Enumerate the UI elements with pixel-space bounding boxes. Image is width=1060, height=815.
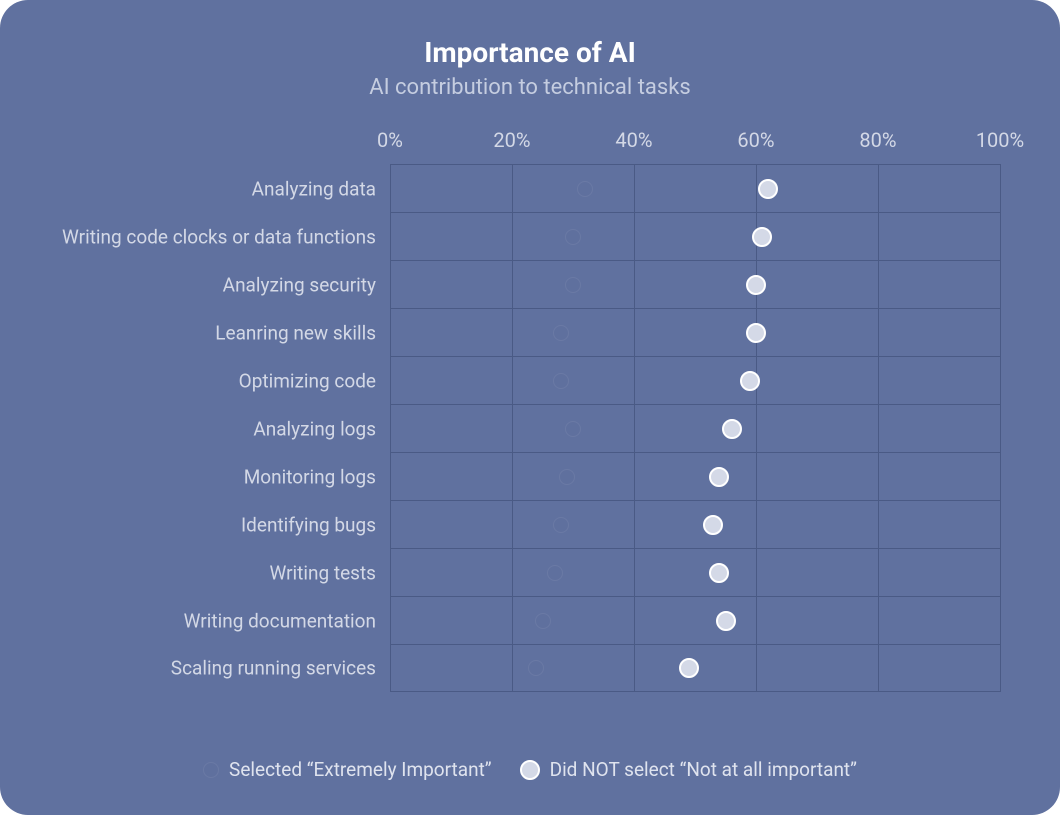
chart-row: Identifying bugs xyxy=(390,500,1000,548)
row-label: Monitoring logs xyxy=(40,465,376,488)
x-tick-label: 0% xyxy=(377,128,403,152)
legend-label: Did NOT select “Not at all important” xyxy=(550,758,857,781)
row-label: Identifying bugs xyxy=(40,513,376,536)
data-marker xyxy=(709,467,729,487)
data-marker xyxy=(709,563,729,583)
row-label: Writing documentation xyxy=(40,609,376,632)
legend-item: Selected “Extremely Important” xyxy=(203,758,492,781)
row-label: Leanring new skills xyxy=(40,321,376,344)
row-label: Optimizing code xyxy=(40,369,376,392)
x-tick-label: 60% xyxy=(737,128,774,152)
x-tick-label: 40% xyxy=(615,128,652,152)
x-axis-labels: 0%20%40%60%80%100% xyxy=(390,118,1000,164)
chart-row: Analyzing security xyxy=(390,260,1000,308)
data-marker xyxy=(565,229,581,245)
data-marker xyxy=(679,658,699,678)
data-marker xyxy=(547,565,563,581)
chart-title: Importance of AI xyxy=(40,36,1020,69)
chart-row: Analyzing data xyxy=(390,164,1000,212)
data-marker xyxy=(746,275,766,295)
row-label: Analyzing logs xyxy=(40,417,376,440)
legend-swatch xyxy=(520,760,540,780)
row-label: Scaling running services xyxy=(40,657,376,680)
chart-row: Writing code clocks or data functions xyxy=(390,212,1000,260)
chart-card: Importance of AI AI contribution to tech… xyxy=(0,0,1060,815)
data-marker xyxy=(740,371,760,391)
legend: Selected “Extremely Important” Did NOT se… xyxy=(0,758,1060,781)
plot-area: Analyzing dataWriting code clocks or dat… xyxy=(390,164,1000,692)
x-tick-label: 20% xyxy=(493,128,530,152)
chart-subtitle: AI contribution to technical tasks xyxy=(40,75,1020,100)
data-marker xyxy=(553,325,569,341)
row-label: Writing code clocks or data functions xyxy=(40,225,376,248)
legend-item: Did NOT select “Not at all important” xyxy=(520,758,857,781)
legend-swatch xyxy=(203,762,219,778)
chart-row: Scaling running services xyxy=(390,644,1000,692)
data-marker xyxy=(758,179,778,199)
data-marker xyxy=(716,611,736,631)
data-marker xyxy=(565,421,581,437)
row-label: Writing tests xyxy=(40,561,376,584)
data-marker xyxy=(703,515,723,535)
data-marker xyxy=(535,613,551,629)
chart-row: Writing tests xyxy=(390,548,1000,596)
chart-row: Writing documentation xyxy=(390,596,1000,644)
x-gridline xyxy=(1000,164,1001,692)
x-tick-label: 80% xyxy=(859,128,896,152)
data-marker xyxy=(722,419,742,439)
chart-row: Optimizing code xyxy=(390,356,1000,404)
data-marker xyxy=(577,181,593,197)
data-marker xyxy=(559,469,575,485)
data-marker xyxy=(565,277,581,293)
data-marker xyxy=(553,517,569,533)
row-label: Analyzing security xyxy=(40,273,376,296)
chart-row: Leanring new skills xyxy=(390,308,1000,356)
row-label: Analyzing data xyxy=(40,177,376,200)
data-marker xyxy=(528,660,544,676)
data-marker xyxy=(746,323,766,343)
chart-row: Analyzing logs xyxy=(390,404,1000,452)
legend-label: Selected “Extremely Important” xyxy=(229,758,492,781)
x-tick-label: 100% xyxy=(976,128,1024,152)
data-marker xyxy=(553,373,569,389)
chart-area: 0%20%40%60%80%100% Analyzing dataWriting… xyxy=(40,118,1020,725)
data-marker xyxy=(752,227,772,247)
chart-row: Monitoring logs xyxy=(390,452,1000,500)
